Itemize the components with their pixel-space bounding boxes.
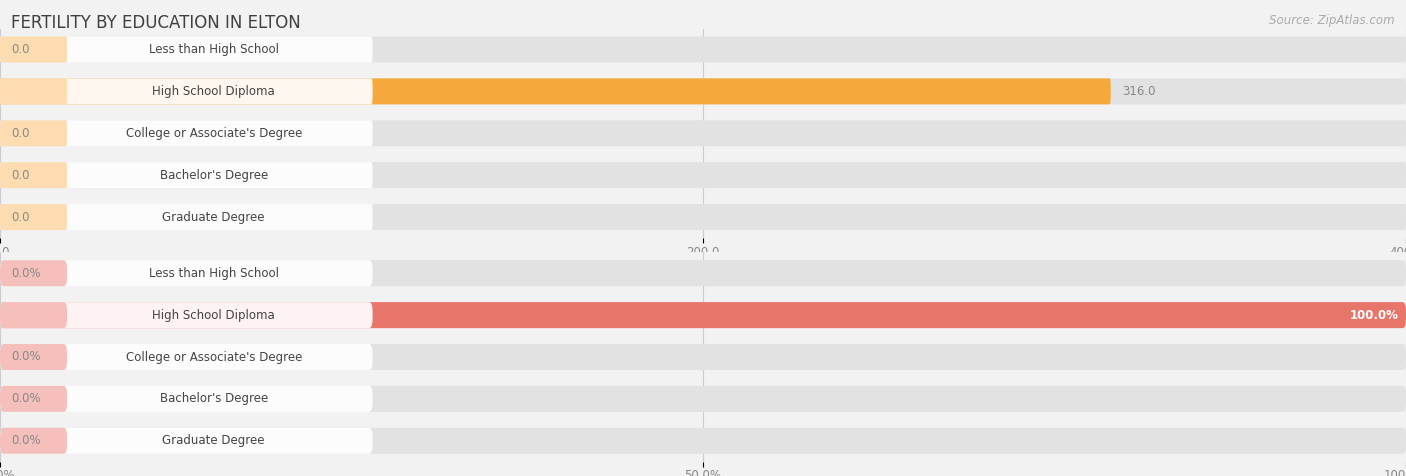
FancyBboxPatch shape xyxy=(0,302,373,328)
FancyBboxPatch shape xyxy=(0,428,1406,454)
Text: 316.0: 316.0 xyxy=(1122,85,1156,98)
FancyBboxPatch shape xyxy=(0,386,373,412)
FancyBboxPatch shape xyxy=(0,162,1406,188)
Text: FERTILITY BY EDUCATION IN ELTON: FERTILITY BY EDUCATION IN ELTON xyxy=(11,14,301,32)
FancyBboxPatch shape xyxy=(0,37,67,62)
FancyBboxPatch shape xyxy=(0,204,1406,230)
Text: 0.0: 0.0 xyxy=(11,127,30,140)
Text: Source: ZipAtlas.com: Source: ZipAtlas.com xyxy=(1270,14,1395,27)
FancyBboxPatch shape xyxy=(0,302,1406,328)
FancyBboxPatch shape xyxy=(0,162,373,188)
Text: 0.0%: 0.0% xyxy=(11,392,41,406)
FancyBboxPatch shape xyxy=(0,302,1406,328)
Text: 0.0: 0.0 xyxy=(11,210,30,224)
FancyBboxPatch shape xyxy=(0,260,1406,286)
Text: 0.0: 0.0 xyxy=(11,43,30,56)
FancyBboxPatch shape xyxy=(0,344,1406,370)
Text: 100.0%: 100.0% xyxy=(1350,308,1399,322)
Text: High School Diploma: High School Diploma xyxy=(152,308,276,322)
Text: Bachelor's Degree: Bachelor's Degree xyxy=(160,392,267,406)
FancyBboxPatch shape xyxy=(0,37,373,62)
FancyBboxPatch shape xyxy=(0,79,1111,104)
FancyBboxPatch shape xyxy=(0,79,373,104)
Text: 0.0: 0.0 xyxy=(11,169,30,182)
FancyBboxPatch shape xyxy=(0,428,373,454)
FancyBboxPatch shape xyxy=(0,344,67,370)
Text: Graduate Degree: Graduate Degree xyxy=(163,210,264,224)
Text: Graduate Degree: Graduate Degree xyxy=(163,434,264,447)
FancyBboxPatch shape xyxy=(0,79,1406,104)
FancyBboxPatch shape xyxy=(0,204,67,230)
FancyBboxPatch shape xyxy=(0,37,1406,62)
FancyBboxPatch shape xyxy=(0,344,373,370)
Text: 0.0%: 0.0% xyxy=(11,434,41,447)
FancyBboxPatch shape xyxy=(0,386,1406,412)
Text: 0.0%: 0.0% xyxy=(11,267,41,280)
FancyBboxPatch shape xyxy=(0,120,373,146)
FancyBboxPatch shape xyxy=(0,204,373,230)
FancyBboxPatch shape xyxy=(0,260,373,286)
FancyBboxPatch shape xyxy=(0,302,67,328)
FancyBboxPatch shape xyxy=(0,260,67,286)
Text: Less than High School: Less than High School xyxy=(149,43,278,56)
Text: 0.0%: 0.0% xyxy=(11,350,41,364)
Text: Bachelor's Degree: Bachelor's Degree xyxy=(160,169,267,182)
Text: College or Associate's Degree: College or Associate's Degree xyxy=(125,350,302,364)
Text: Less than High School: Less than High School xyxy=(149,267,278,280)
Text: High School Diploma: High School Diploma xyxy=(152,85,276,98)
Text: College or Associate's Degree: College or Associate's Degree xyxy=(125,127,302,140)
FancyBboxPatch shape xyxy=(0,79,67,104)
FancyBboxPatch shape xyxy=(0,386,67,412)
FancyBboxPatch shape xyxy=(0,120,1406,146)
FancyBboxPatch shape xyxy=(0,428,67,454)
FancyBboxPatch shape xyxy=(0,162,67,188)
FancyBboxPatch shape xyxy=(0,120,67,146)
